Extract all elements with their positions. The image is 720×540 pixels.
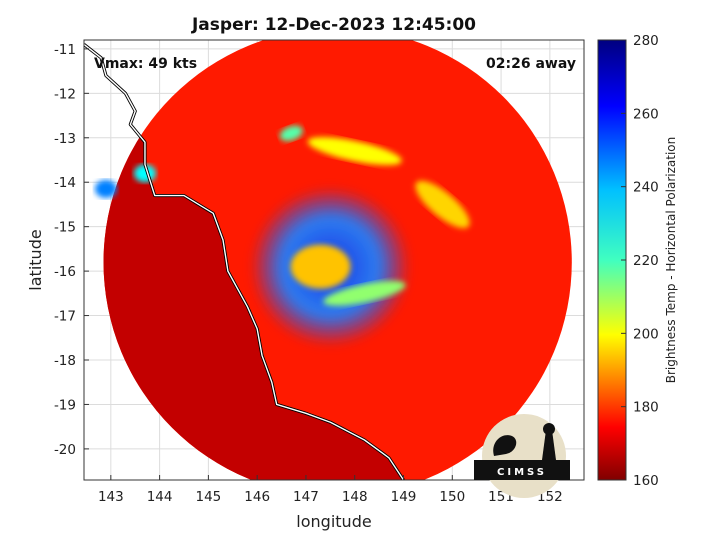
eye-region [290, 244, 351, 289]
vmax-annotation: Vmax: 49 kts [94, 56, 197, 72]
x-tick-label: 147 [293, 489, 319, 505]
time-away-annotation: 02:26 away [486, 56, 576, 72]
x-tick-label: 145 [195, 489, 221, 505]
x-axis-label: longitude [296, 512, 371, 531]
logo-label: CIMSS [497, 467, 547, 478]
colorbar-tick-label: 200 [633, 326, 659, 342]
eyewall-warm-arc [323, 280, 406, 306]
colorbar-tick-label: 260 [633, 106, 659, 122]
feature-layer [94, 125, 470, 306]
y-axis-label: latitude [26, 229, 45, 290]
logo-ground [474, 460, 570, 480]
land-region [103, 40, 404, 480]
land-area [103, 40, 404, 480]
colorbar-ticks: 280 260 240 220 200 180 160 [621, 33, 659, 489]
plot-area: 143 144 145 146 147 148 149 150 151 152 -11-12-13… [54, 39, 585, 505]
y-tick-label: -17 [54, 309, 76, 325]
y-tick-label: -14 [54, 175, 76, 191]
x-tick-label: 146 [244, 489, 270, 505]
satellite-dish-icon [493, 435, 517, 456]
colorbar-tick-label: 280 [633, 33, 659, 49]
colorbar-tick-label: 240 [633, 180, 659, 196]
coastline [84, 43, 405, 480]
colorbar-tick-label: 220 [633, 253, 659, 269]
y-tick-label: -15 [54, 220, 76, 236]
plot-frame [83, 39, 585, 481]
y-tick-label: -11 [54, 42, 76, 58]
cimss-logo: CIMSS [474, 414, 570, 498]
x-tick-label: 148 [342, 489, 368, 505]
x-tick-label: 150 [439, 489, 465, 505]
x-tick-label: 144 [147, 489, 173, 505]
coastline-line [84, 43, 405, 480]
land-warm-spot-2 [94, 179, 117, 198]
colorbar-tick-label: 180 [633, 400, 659, 416]
x-tick-label: 143 [98, 489, 124, 505]
chart-title: Jasper: 12-Dec-2023 12:45:00 [191, 15, 476, 35]
colorbar: 280 260 240 220 200 180 160 Brightness Temp - … [597, 33, 678, 489]
tower-tank-icon [543, 423, 555, 435]
y-tick-label: -19 [54, 397, 76, 413]
y-tick-label: -13 [54, 131, 76, 147]
northern-rainband [307, 137, 402, 166]
colorbar-label: Brightness Temp - Horizontal Polarizatio… [664, 137, 678, 384]
x-tick-label: 149 [391, 489, 417, 505]
y-tick-label: -18 [54, 353, 76, 369]
y-tick-label: -12 [54, 86, 76, 102]
y-tick-label: -20 [54, 442, 76, 458]
y-axis-ticks: -11 -12 -13 -14 -15 -16 -17 -18 -19 -20 [54, 42, 89, 458]
rainband-start [279, 125, 303, 142]
colorbar-tick-label: 160 [633, 473, 659, 489]
weather-tower-icon [542, 430, 556, 460]
east-rainband [415, 180, 470, 229]
y-tick-label: -16 [54, 264, 76, 280]
x-axis-ticks: 143 144 145 146 147 148 149 150 151 152 [98, 475, 563, 505]
